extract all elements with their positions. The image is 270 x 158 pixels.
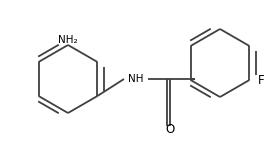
Text: O: O xyxy=(165,123,175,136)
Text: F: F xyxy=(257,73,264,86)
Text: NH: NH xyxy=(128,74,144,84)
Text: NH₂: NH₂ xyxy=(58,35,78,45)
